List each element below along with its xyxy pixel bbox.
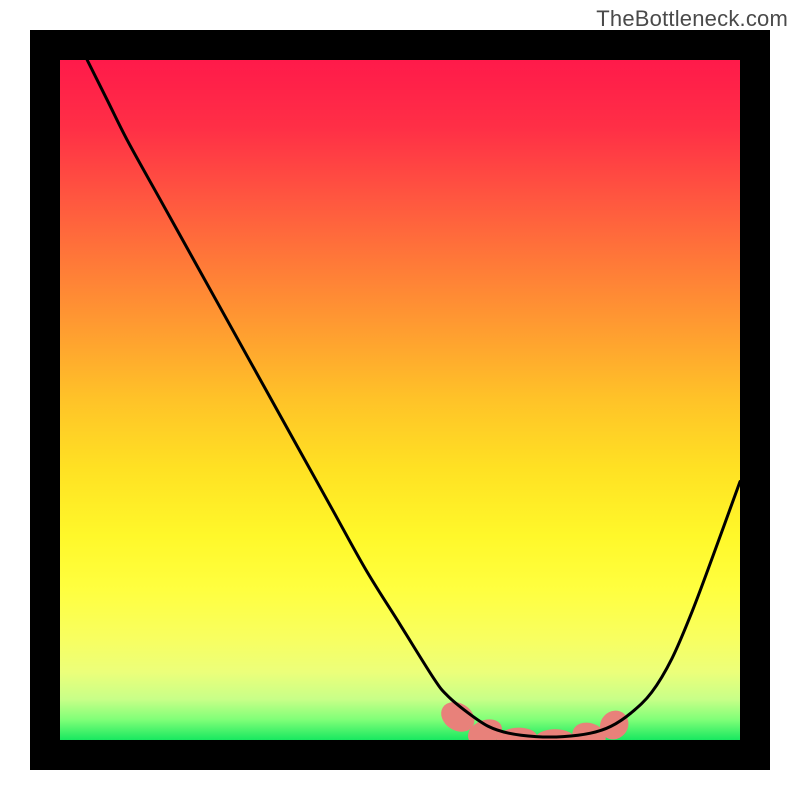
frame-right-strip [740,30,770,770]
chart-gradient-background [60,60,740,740]
frame-bottom-strip [30,740,770,770]
chart-container: TheBottleneck.com [0,0,800,800]
bottleneck-chart [30,30,770,770]
watermark-text: TheBottleneck.com [596,6,788,32]
chart-area [30,30,770,770]
